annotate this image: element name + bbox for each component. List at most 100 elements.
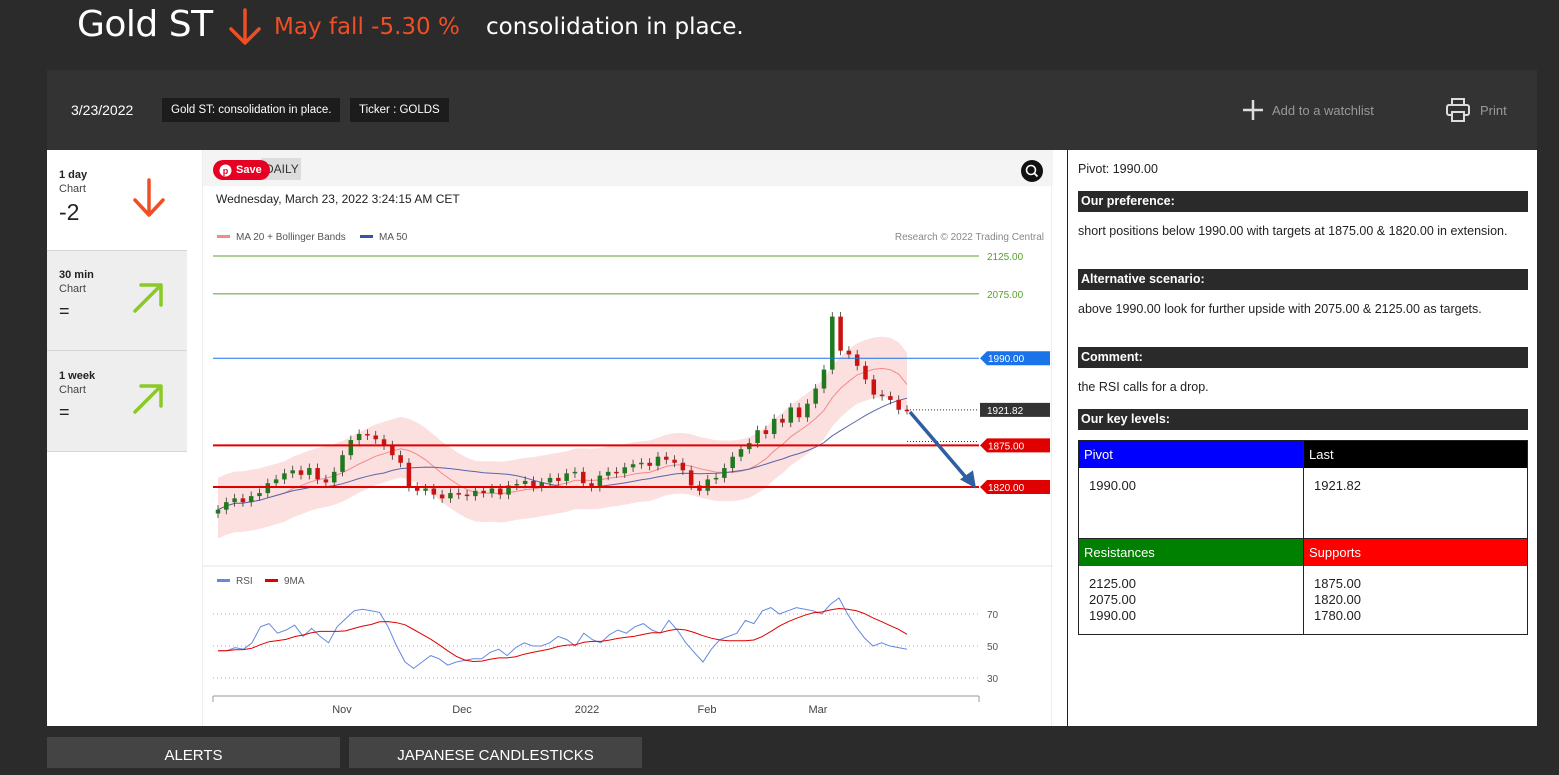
level-label: 1820.00: [988, 483, 1025, 494]
save-label: Save: [236, 164, 262, 176]
candle-body: [307, 468, 312, 475]
candle-body: [838, 316, 843, 351]
price-chart[interactable]: DAILY p Save Wednesday, March 23, 2022 3…: [202, 150, 1053, 726]
candle: [622, 462, 628, 478]
analysis-sidebar: Pivot: 1990.00 Our preference: short pos…: [1067, 150, 1537, 726]
candle: [788, 402, 794, 428]
interval-label[interactable]: DAILY: [261, 158, 301, 180]
candle-body: [813, 388, 818, 404]
ma50-line: [217, 397, 908, 511]
candle: [456, 488, 461, 500]
candle: [431, 483, 437, 500]
candle: [373, 430, 378, 444]
price-level-1921-82: [907, 402, 1050, 417]
page-subtitle: consolidation in place.: [486, 14, 744, 40]
candle: [506, 480, 511, 500]
candle-body: [805, 403, 810, 418]
preference-text: short positions below 1990.00 with targe…: [1078, 224, 1508, 238]
forecast-arrowhead: [960, 470, 976, 489]
key-levels-table: Pivot Last 1990.00 1921.82 Resistances S…: [1078, 440, 1528, 635]
candle: [381, 434, 387, 450]
zoom-icon[interactable]: [1021, 160, 1043, 182]
candle-body: [830, 316, 835, 370]
candle-body: [414, 487, 420, 491]
price-level-1990-00: [213, 351, 1050, 366]
candle: [215, 505, 221, 519]
candle: [298, 465, 304, 480]
candle-body: [240, 498, 246, 503]
tab-alerts[interactable]: ALERTS: [47, 737, 340, 768]
chart-toolbar: DAILY p Save: [203, 150, 1053, 186]
last-value: 1921.82: [1303, 468, 1527, 538]
x-tick-label: Nov: [332, 704, 352, 716]
x-tick-label: 2022: [575, 704, 599, 716]
candle-body: [365, 433, 370, 436]
candle-body: [564, 473, 569, 481]
candle: [846, 346, 852, 360]
preference-heading: Our preference:: [1078, 191, 1528, 212]
candle: [713, 473, 719, 484]
pinterest-save-button[interactable]: p Save: [213, 160, 270, 180]
candle-body: [497, 488, 503, 495]
candle-body: [722, 468, 727, 478]
x-tick-label: Mar: [809, 704, 828, 716]
ticker-tag[interactable]: Ticker : GOLDS: [350, 98, 449, 122]
candle: [531, 476, 536, 492]
candle-body: [481, 490, 486, 494]
candle: [697, 480, 702, 496]
candle-body: [431, 488, 437, 495]
candle: [630, 459, 636, 472]
tab-japanese-candlesticks[interactable]: JAPANESE CANDLESTICKS: [349, 737, 642, 768]
timeframe-sub: Chart: [59, 283, 86, 295]
candle: [871, 374, 877, 400]
printer-icon: [1446, 98, 1470, 122]
add-watchlist-button[interactable]: Add to a watchlist: [1242, 98, 1374, 122]
candle: [282, 468, 287, 484]
timeframe-1-week[interactable]: 1 week Chart =: [47, 351, 187, 452]
candle-body: [680, 462, 686, 471]
legend-rsi-label: RSI: [236, 576, 253, 587]
candle-body: [381, 439, 387, 446]
add-watchlist-label: Add to a watchlist: [1272, 102, 1374, 118]
timeframe-value: -2: [59, 199, 80, 225]
candle: [821, 365, 827, 394]
candle: [896, 395, 901, 415]
candle-body: [298, 470, 304, 475]
candle: [224, 497, 229, 515]
candle: [738, 444, 744, 462]
candle-body: [464, 494, 470, 497]
rsi-level-label: 30: [987, 674, 999, 685]
legend-ma50-label: MA 50: [379, 232, 408, 243]
candle: [838, 312, 843, 356]
candle-body: [232, 498, 237, 503]
level-tag: [980, 438, 1050, 453]
panel-toolbar: 3/23/2022 Gold ST: consolidation in plac…: [47, 70, 1537, 150]
candle-body: [331, 471, 337, 483]
candle-body: [572, 471, 578, 474]
candle: [356, 429, 362, 445]
candle: [830, 312, 835, 375]
page-header: Gold ST May fall -5.30 % consolidation i…: [0, 0, 1559, 70]
timeframe-label: 1 week: [59, 370, 96, 382]
legend-ma20-label: MA 20 + Bollinger Bands: [236, 232, 346, 243]
candle: [605, 467, 611, 481]
candle-body: [390, 445, 395, 456]
candle: [423, 483, 428, 496]
candle-body: [655, 456, 661, 466]
candle: [232, 493, 237, 507]
timeframe-label: 30 min: [59, 269, 94, 281]
print-button[interactable]: Print: [1445, 96, 1507, 124]
timeframe-1-day[interactable]: 1 day Chart -2: [47, 150, 187, 251]
candle-body: [315, 468, 320, 480]
title-tag[interactable]: Gold ST: consolidation in place.: [162, 98, 341, 122]
candle-body: [531, 480, 536, 487]
resistance-value: 2125.00: [1089, 576, 1136, 591]
timeframe-30-min[interactable]: 30 min Chart =: [47, 251, 187, 351]
candle: [522, 476, 528, 489]
candle: [747, 438, 752, 454]
timeframe-value: =: [59, 301, 70, 321]
candle: [722, 463, 727, 483]
analysis-panel: 3/23/2022 Gold ST: consolidation in plac…: [47, 70, 1537, 726]
candle: [489, 483, 495, 498]
ma20-line: [217, 367, 908, 511]
